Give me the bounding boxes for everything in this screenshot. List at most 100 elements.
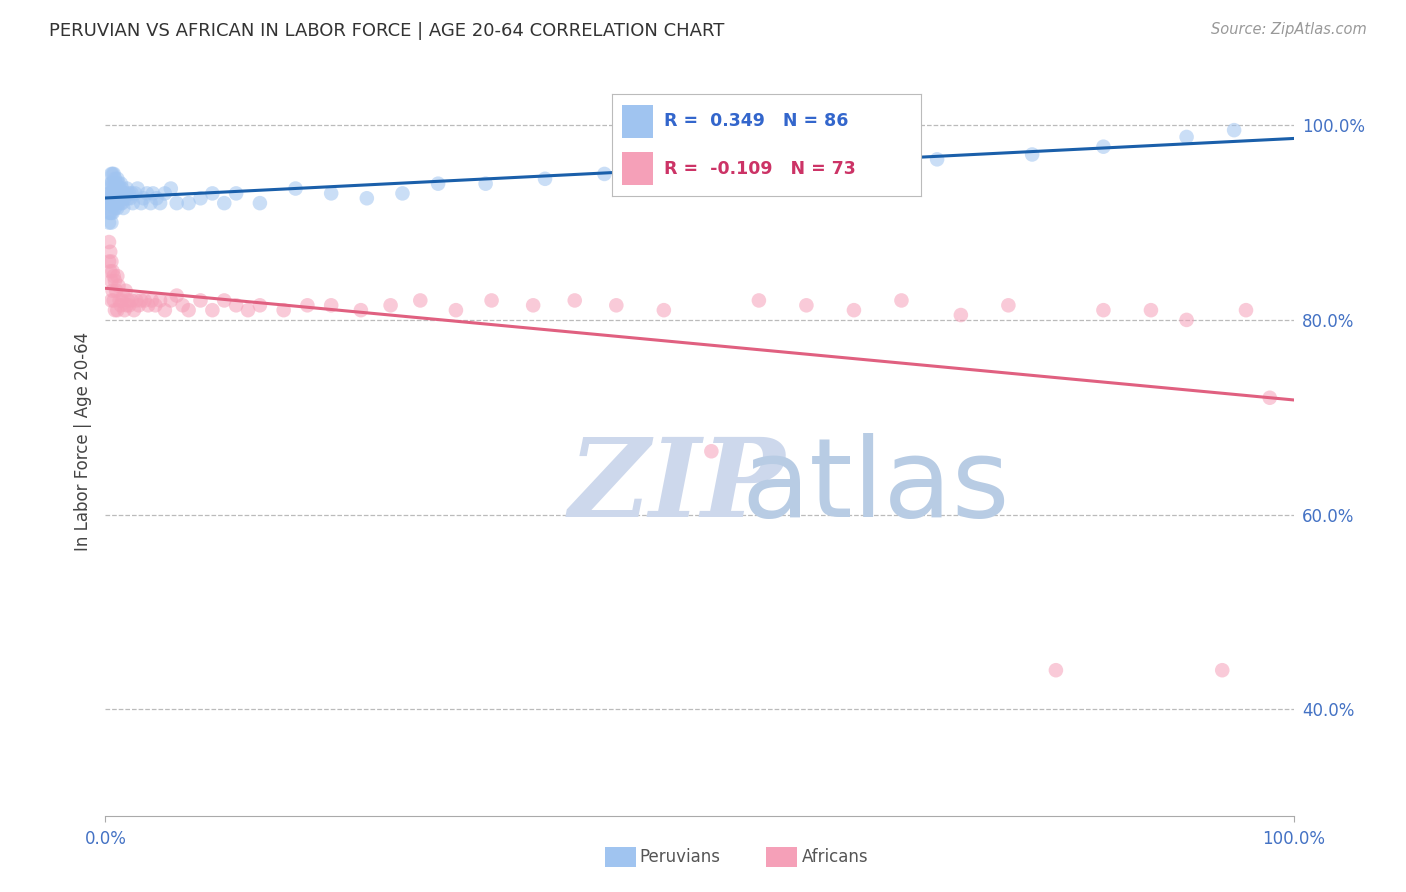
- Point: [949, 308, 972, 322]
- Point: [115, 298, 138, 312]
- Point: [101, 186, 124, 201]
- Point: [1140, 303, 1163, 318]
- Point: [409, 293, 432, 308]
- Point: [380, 298, 402, 312]
- Point: [104, 201, 127, 215]
- Point: [153, 303, 176, 318]
- Point: [105, 191, 128, 205]
- Point: [481, 293, 503, 308]
- Point: [98, 177, 121, 191]
- Point: [129, 196, 152, 211]
- Point: [139, 196, 162, 211]
- Point: [98, 235, 121, 249]
- Text: atlas: atlas: [741, 433, 1010, 540]
- Point: [100, 274, 122, 288]
- Point: [129, 293, 152, 308]
- Point: [145, 191, 167, 205]
- Point: [98, 196, 121, 211]
- Point: [100, 206, 122, 220]
- Text: Peruvians: Peruvians: [640, 848, 721, 866]
- Point: [114, 303, 136, 318]
- Point: [114, 186, 136, 201]
- Point: [100, 196, 122, 211]
- Point: [122, 303, 145, 318]
- Point: [98, 254, 121, 268]
- Point: [121, 186, 143, 201]
- Text: Africans: Africans: [801, 848, 868, 866]
- Point: [796, 298, 818, 312]
- Point: [159, 293, 181, 308]
- Point: [110, 177, 132, 191]
- Point: [103, 293, 125, 308]
- Point: [104, 171, 127, 186]
- Point: [1211, 663, 1233, 677]
- Point: [105, 269, 128, 284]
- Point: [842, 303, 865, 318]
- Point: [97, 196, 120, 211]
- Point: [114, 191, 136, 205]
- Point: [149, 196, 172, 211]
- Point: [98, 264, 121, 278]
- Point: [101, 206, 124, 220]
- Point: [534, 171, 557, 186]
- Point: [1258, 391, 1281, 405]
- Point: [100, 254, 122, 268]
- Point: [103, 177, 125, 191]
- Point: [111, 293, 134, 308]
- Point: [98, 206, 121, 220]
- Point: [1045, 663, 1067, 677]
- Point: [564, 293, 586, 308]
- Point: [104, 274, 127, 288]
- Point: [134, 293, 156, 308]
- Point: [177, 196, 200, 211]
- Point: [190, 191, 212, 205]
- Point: [166, 196, 188, 211]
- Point: [321, 298, 343, 312]
- Point: [143, 298, 166, 312]
- Point: [172, 298, 194, 312]
- Point: [98, 186, 121, 201]
- Point: [391, 186, 413, 201]
- Point: [98, 216, 121, 230]
- Point: [427, 177, 450, 191]
- Point: [142, 186, 165, 201]
- Point: [101, 284, 124, 298]
- Point: [107, 278, 129, 293]
- Point: [273, 303, 295, 318]
- Point: [104, 181, 127, 195]
- Point: [100, 293, 122, 308]
- Point: [112, 201, 135, 215]
- Point: [125, 293, 148, 308]
- Point: [1092, 303, 1115, 318]
- Point: [98, 196, 121, 211]
- Point: [225, 298, 247, 312]
- Point: [1175, 313, 1198, 327]
- Point: [1175, 130, 1198, 145]
- Bar: [623, 105, 654, 137]
- Point: [190, 293, 212, 308]
- Point: [104, 303, 127, 318]
- Point: [356, 191, 378, 205]
- Point: [321, 186, 343, 201]
- Point: [98, 186, 121, 201]
- Text: ZIP: ZIP: [569, 433, 786, 541]
- Point: [177, 303, 200, 318]
- Point: [101, 264, 124, 278]
- Point: [105, 201, 128, 215]
- Point: [1021, 147, 1043, 161]
- Text: R =  -0.109   N = 73: R = -0.109 N = 73: [664, 160, 856, 178]
- Point: [105, 196, 128, 211]
- Point: [214, 293, 236, 308]
- Point: [105, 181, 128, 195]
- Point: [236, 303, 259, 318]
- Point: [101, 167, 124, 181]
- Point: [748, 293, 770, 308]
- Point: [159, 181, 181, 195]
- Point: [100, 177, 122, 191]
- Point: [107, 186, 129, 201]
- Point: [103, 186, 125, 201]
- Point: [201, 303, 224, 318]
- Point: [117, 293, 139, 308]
- Point: [104, 191, 127, 205]
- Point: [110, 196, 132, 211]
